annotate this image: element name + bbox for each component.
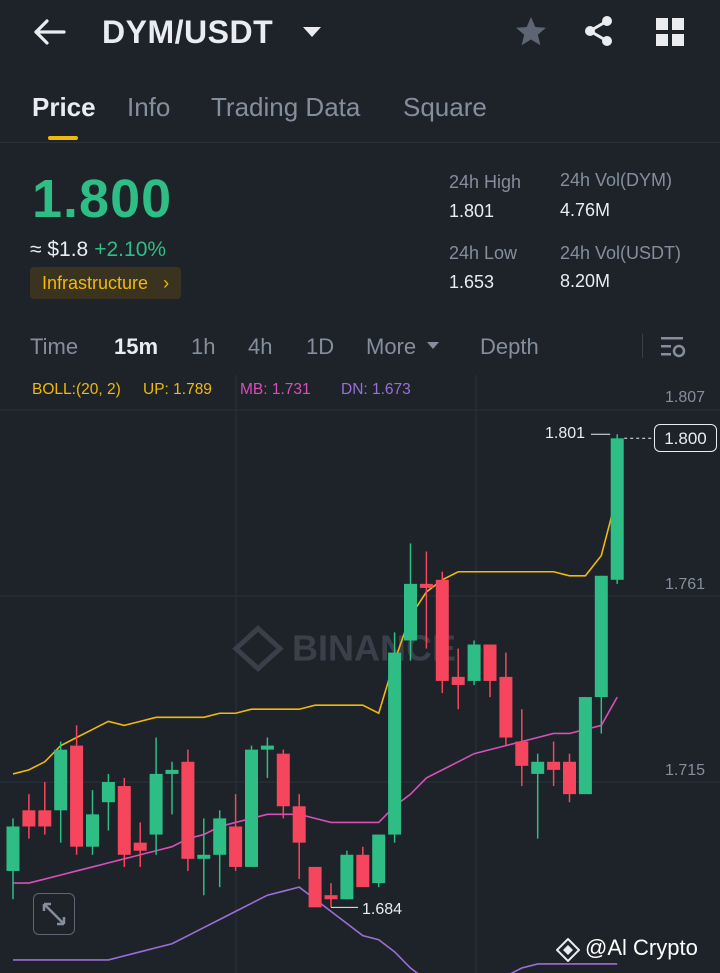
candle-body — [499, 676, 513, 738]
candle-body — [276, 753, 290, 807]
toolbar-divider — [642, 334, 643, 358]
timeframe-more[interactable]: More — [366, 334, 417, 359]
candle-body — [181, 761, 195, 859]
chevron-right-icon: › — [163, 273, 170, 293]
candle-body — [245, 749, 258, 867]
tab-square[interactable]: Square — [403, 92, 487, 122]
candle-body — [356, 854, 370, 888]
high-annotation: 1.801 — [545, 425, 586, 442]
candle-body — [531, 761, 545, 774]
tab-info[interactable]: Info — [127, 92, 171, 122]
chart-watermark: BINANCE — [292, 628, 456, 669]
candle-body — [165, 769, 179, 774]
candlestick-chart[interactable]: BINANCE — [0, 375, 720, 973]
grid-icon — [656, 18, 684, 46]
candle-body — [308, 866, 322, 908]
candle-body — [229, 826, 243, 867]
category-tag[interactable]: Infrastructure › — [30, 267, 182, 299]
candle-body — [563, 761, 576, 795]
y-tick-label: 1.715 — [665, 762, 706, 779]
candle-body — [372, 834, 386, 884]
low-value: 1.653 — [449, 272, 495, 292]
timeframe-time[interactable]: Time — [30, 334, 79, 359]
low-annotation: 1.684 — [362, 901, 403, 918]
fiat-line: ≈ $1.8 +2.10% — [30, 238, 166, 262]
price-change: +2.10% — [94, 238, 167, 261]
candle-body — [451, 676, 465, 685]
vol-base-label: 24h Vol(DYM) — [560, 170, 673, 190]
layout-button[interactable] — [655, 17, 685, 47]
candle-body — [515, 741, 529, 766]
timeframe-15m[interactable]: 15m — [114, 334, 159, 359]
last-price: 1.800 — [32, 169, 173, 229]
candle-body — [435, 579, 449, 681]
candle-body — [213, 818, 227, 855]
candle-body — [340, 854, 354, 900]
candle-body — [260, 745, 274, 750]
timeframe-1d[interactable]: 1D — [306, 334, 335, 359]
arrow-left-icon — [34, 19, 66, 45]
watermark-logo-icon — [555, 937, 581, 963]
tab-bar: Price Info Trading Data Square — [0, 90, 720, 143]
candle-body — [594, 575, 608, 698]
credit-watermark: @Al Crypto — [585, 935, 698, 960]
candle-body — [610, 438, 624, 580]
tab-price[interactable]: Price — [32, 92, 96, 122]
candle-body — [86, 814, 99, 847]
vol-base-value: 4.76M — [560, 200, 611, 220]
candle-body — [6, 826, 20, 871]
category-tag-label: Infrastructure — [42, 273, 149, 293]
candle-body — [419, 583, 433, 588]
candle-body — [324, 895, 338, 900]
candle-body — [483, 644, 497, 681]
favorite-button[interactable] — [513, 14, 549, 50]
timeframe-depth[interactable]: Depth — [480, 334, 539, 359]
candle-body — [547, 761, 561, 770]
chart-watermark-logo — [232, 625, 284, 672]
candle-body — [467, 644, 481, 681]
y-tick-label: 1.807 — [665, 389, 706, 406]
candle-body — [578, 697, 592, 795]
candle-body — [149, 773, 163, 835]
current-price-marker: 1.800 — [654, 424, 717, 452]
expand-icon — [42, 902, 66, 926]
boll-name: BOLL:(20, 2) — [32, 381, 121, 398]
boll-mb: MB: 1.731 — [240, 381, 311, 398]
candle-body — [54, 749, 68, 811]
vol-quote-label: 24h Vol(USDT) — [560, 243, 682, 263]
candle-body — [404, 583, 417, 641]
candle-body — [70, 745, 84, 847]
fullscreen-button[interactable] — [33, 893, 75, 935]
boll-dn: DN: 1.673 — [341, 381, 411, 398]
back-button[interactable] — [32, 16, 68, 48]
more-dropdown-icon[interactable] — [427, 342, 439, 349]
pair-title[interactable]: DYM/USDT — [102, 14, 274, 50]
candle-body — [38, 810, 52, 827]
y-tick-label: 1.761 — [665, 576, 706, 593]
candle-body — [22, 810, 36, 827]
candle-body — [292, 806, 306, 843]
share-icon — [585, 16, 612, 46]
star-icon — [516, 17, 546, 46]
candle-body — [117, 786, 131, 855]
candle-body — [388, 652, 402, 835]
low-label: 24h Low — [449, 243, 518, 263]
high-value: 1.801 — [449, 201, 495, 221]
boll-up-line — [12, 494, 618, 775]
candle-body — [133, 842, 147, 851]
chart-settings-button[interactable] — [660, 335, 686, 359]
candle-body — [197, 854, 211, 859]
fiat-price: ≈ $1.8 — [30, 238, 89, 261]
boll-up: UP: 1.789 — [143, 381, 212, 398]
chart-settings-icon — [661, 337, 686, 358]
candle-body — [101, 782, 115, 803]
tab-trading-data[interactable]: Trading Data — [211, 92, 361, 122]
share-button[interactable] — [582, 14, 616, 48]
pair-dropdown-icon[interactable] — [303, 27, 321, 37]
high-label: 24h High — [449, 172, 522, 192]
active-tab-indicator — [48, 136, 78, 140]
vol-quote-value: 8.20M — [560, 271, 611, 291]
timeframe-1h[interactable]: 1h — [191, 334, 216, 359]
timeframe-4h[interactable]: 4h — [248, 334, 273, 359]
